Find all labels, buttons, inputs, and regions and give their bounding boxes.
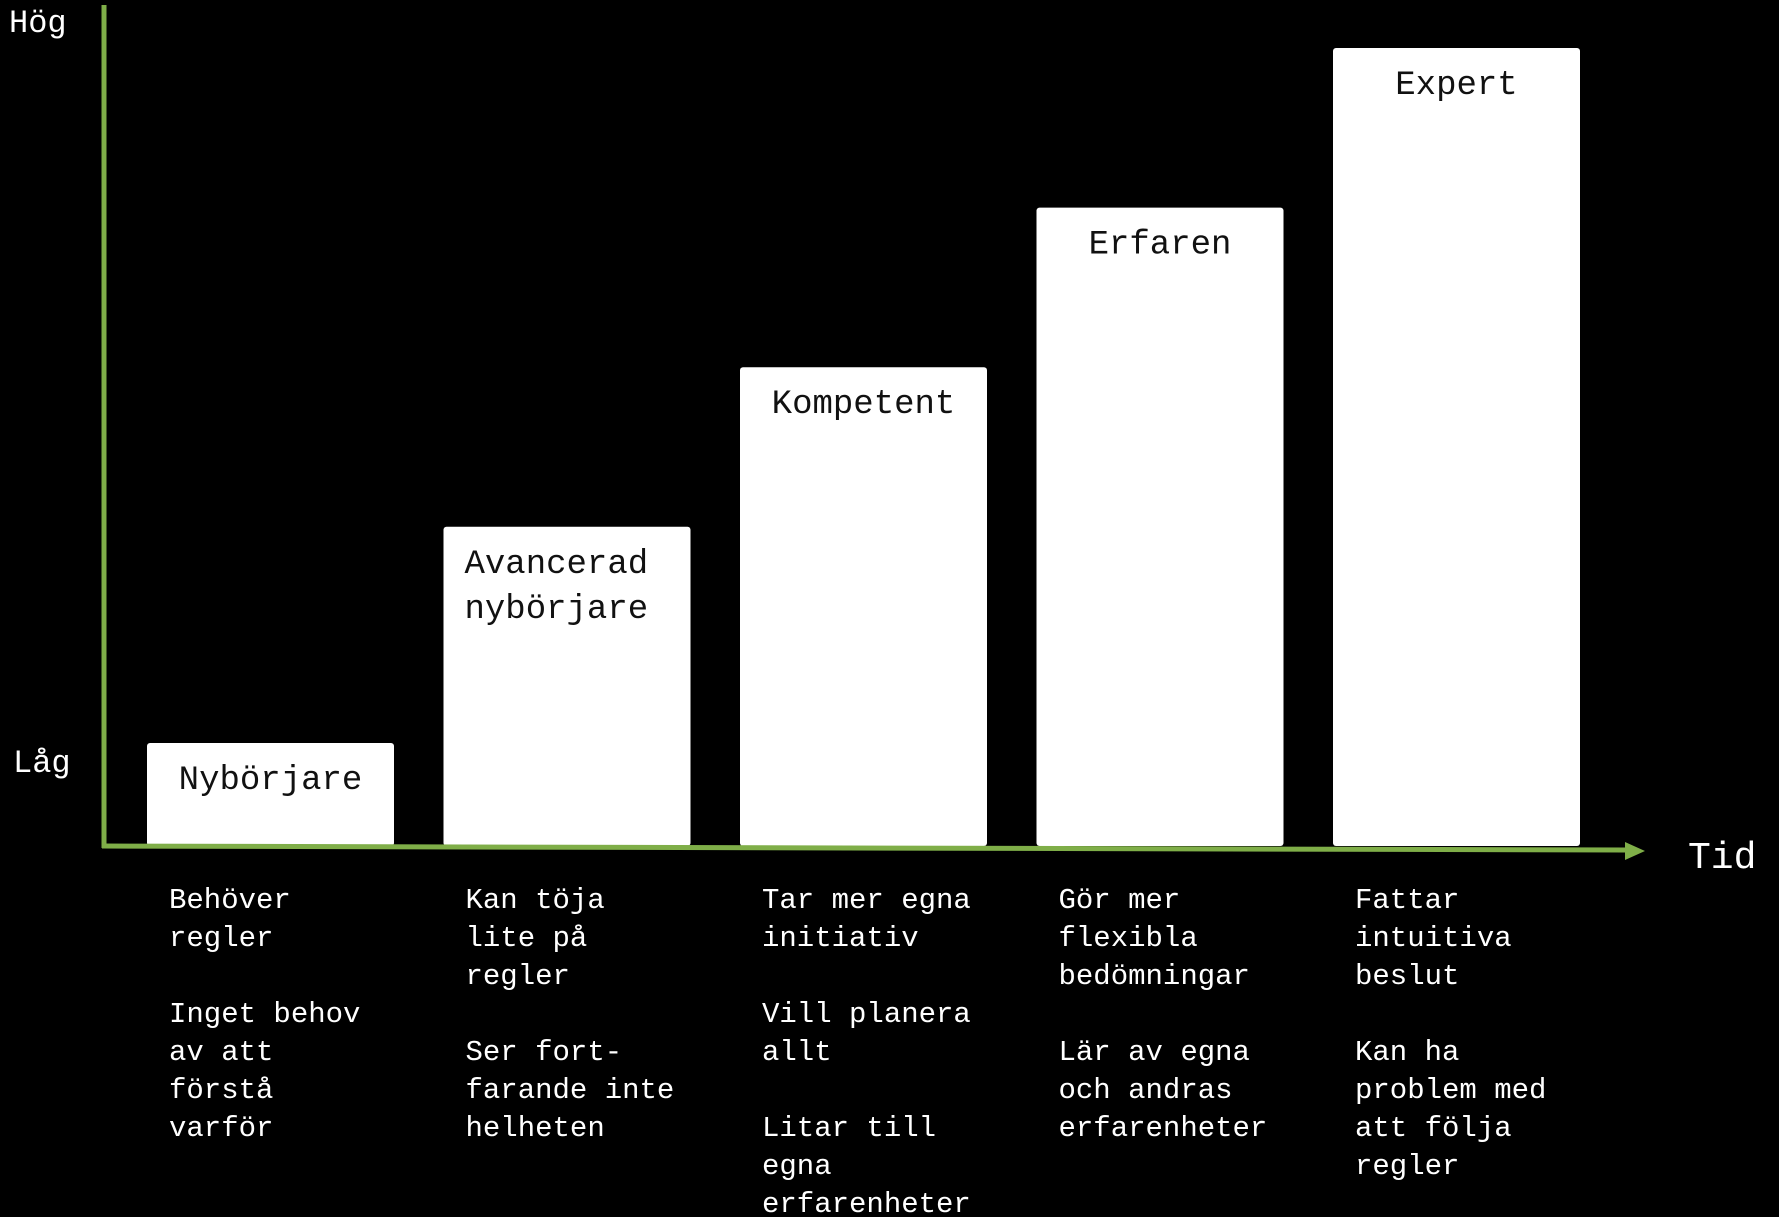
bar-label-1: Nybörjare [179, 762, 363, 800]
description-2-p2-line-3: helheten [466, 1112, 605, 1145]
description-4-p2-line-1: Lär av egna [1059, 1036, 1250, 1069]
descriptions-layer: Behöver regler Inget behov av att förstå varf… [169, 884, 1546, 1217]
description-5-p2-line-1: Kan ha [1355, 1036, 1459, 1069]
description-5-p1-line-1: Fattar [1355, 884, 1459, 917]
bar-label-2-line-1: Avancerad [465, 546, 649, 584]
y-axis-high-label: Hög [9, 5, 67, 42]
description-3-p3-line-1: Litar till [762, 1112, 936, 1145]
description-5-p1-line-3: beslut [1355, 960, 1459, 993]
description-1-p2-line-4: varför [169, 1112, 273, 1145]
bar-1 [147, 743, 394, 846]
description-1-p2-line-3: förstå [169, 1074, 273, 1107]
description-3-p2-line-1: Vill planera [762, 998, 971, 1031]
bar-3 [740, 367, 987, 846]
description-2-p1-line-3: regler [466, 960, 570, 993]
description-1-p1-line-2: regler [169, 922, 273, 955]
bar-label-3: Kompetent [772, 386, 956, 424]
description-2-p2-line-2: farande inte [466, 1074, 675, 1107]
bar-5 [1333, 48, 1580, 846]
description-1-p1-line-1: Behöver [169, 884, 291, 917]
description-2-p1-line-1: Kan töja [466, 884, 605, 917]
description-5-p2-line-4: regler [1355, 1150, 1459, 1183]
description-5-p2-line-2: problem med [1355, 1074, 1546, 1107]
description-1-p2-line-2: av att [169, 1036, 273, 1069]
description-1-p2-line-1: Inget behov [169, 998, 360, 1031]
description-2-p1-line-2: lite på [466, 922, 588, 955]
bar-label-2-line-2: nybörjare [465, 591, 649, 629]
description-5-p1-line-2: intuitiva [1355, 922, 1512, 955]
x-axis-label: Tid [1688, 837, 1756, 880]
description-4-p2-line-2: och andras [1059, 1074, 1233, 1107]
bar-label-4: Erfaren [1089, 227, 1232, 265]
axes-layer: Hög Låg Tid [9, 5, 1756, 880]
bar-label-5: Expert [1395, 67, 1517, 105]
description-3-p2-line-2: allt [762, 1036, 832, 1069]
description-3-p3-line-2: egna [762, 1150, 832, 1183]
bar-2 [443, 526, 691, 846]
bars-layer: Nybörjare Avancerad nybörjare Kompetent Erfa… [147, 48, 1580, 847]
description-5-p2-line-3: att följa [1355, 1112, 1512, 1145]
description-3-p1-line-2: initiativ [762, 922, 919, 955]
description-4-p1-line-1: Gör mer [1059, 884, 1181, 917]
description-3-p1-line-1: Tar mer egna [762, 884, 971, 917]
description-4-p1-line-3: bedömningar [1059, 960, 1250, 993]
x-axis-arrowhead [1625, 842, 1645, 860]
bar-4 [1036, 207, 1284, 847]
description-2-p2-line-1: Ser fort- [466, 1036, 623, 1069]
y-axis-low-label: Låg [13, 745, 71, 782]
description-3-p3-line-3: erfarenheter [762, 1188, 971, 1217]
description-4-p2-line-3: erfarenheter [1059, 1112, 1268, 1145]
x-axis-line [101, 843, 1626, 853]
description-4-p1-line-2: flexibla [1059, 922, 1198, 955]
